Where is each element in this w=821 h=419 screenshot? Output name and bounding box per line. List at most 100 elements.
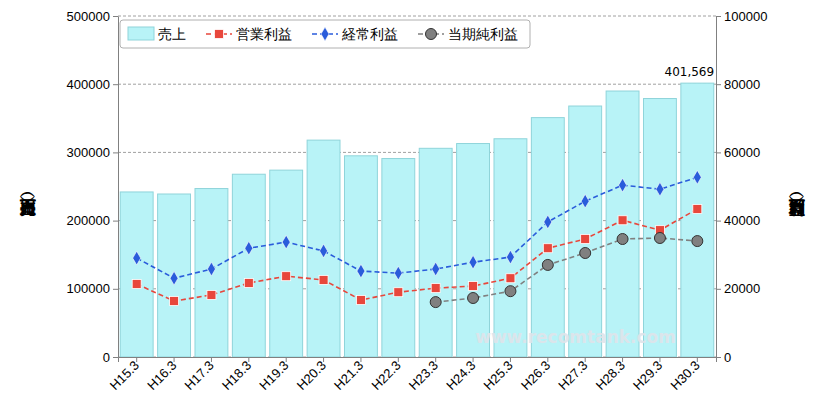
marker [468,293,479,304]
y-axis: 0100000200000300000400000500000 [67,9,119,365]
grid-line [118,84,716,85]
tick: H23.3 [406,357,441,393]
tick-mark [360,357,361,362]
tick-label: H18.3 [219,358,254,393]
marker [505,286,516,297]
tick: H30.3 [668,357,703,393]
marker [506,274,515,283]
marker [580,247,591,258]
tick-label: H28.3 [593,358,628,393]
tick: 100000 [67,281,118,296]
tick: H29.3 [630,357,665,393]
tick-mark [659,357,660,362]
tick-mark [697,357,698,362]
marker [133,251,141,265]
grid-line [118,16,716,17]
axis-title: 売上（百万円） [20,192,37,217]
tick-mark [211,357,212,362]
tick-label: 80000 [724,77,760,92]
marker [170,271,178,285]
axis-title: 利益（百万円） [789,192,806,217]
tick-mark [510,357,511,362]
tick: H26.3 [518,357,553,393]
marker [245,241,253,255]
marker [282,272,291,281]
tick: 20000 [716,281,760,296]
tick: 200000 [67,213,118,228]
bar [681,83,714,357]
tick: 500000 [67,9,118,24]
bar [232,174,265,357]
tick-label: H22.3 [369,358,404,393]
marker [619,178,627,192]
tick-label: 40000 [724,213,760,228]
tick-label: 500000 [67,9,110,24]
bar [494,139,527,357]
legend-item: 経常利益 [312,26,398,42]
marker [319,275,328,284]
marker [394,288,403,297]
tick-label: 400000 [67,77,110,92]
annotation: 401,569 [665,65,715,79]
tick-label: 60000 [724,145,760,160]
tick-label: H23.3 [406,358,441,393]
bar [195,189,228,357]
tick-label: H15.3 [107,358,142,393]
legend-item: 当期純利益 [418,26,518,42]
tick-label: H17.3 [182,358,217,393]
tick-mark [113,152,118,153]
tick-label: H26.3 [518,358,553,393]
tick-mark [113,357,118,358]
tick-mark [473,357,474,362]
tick-label: H29.3 [630,358,665,393]
tick-label: H30.3 [668,358,703,393]
marker [132,280,141,289]
marker [542,259,553,270]
marker [356,296,365,305]
watermark: www.recomtank.com [475,327,676,347]
legend-label: 経常利益 [341,26,398,42]
line [137,177,698,278]
tick: H22.3 [369,357,404,393]
tick-label: 100000 [67,281,110,296]
grid [118,16,716,357]
legend-item: 営業利益 [206,26,292,42]
tick-mark [547,357,548,362]
marker [654,232,665,243]
tick-label: 0 [103,350,110,365]
tick: 60000 [716,145,760,160]
bar [158,194,191,357]
tick-mark [716,357,721,358]
tick-mark [622,357,623,362]
tick-mark [113,289,118,290]
tick-mark [136,357,137,362]
tick-mark [113,16,118,17]
tick-label: H21.3 [331,358,366,393]
legend-swatch [128,27,154,40]
tick-mark [398,357,399,362]
legend-marker [426,29,437,40]
axis-line [716,17,717,358]
tick-mark [585,357,586,362]
bar [419,148,452,357]
tick: H28.3 [593,357,628,393]
tick-label: H16.3 [144,358,179,393]
bar [270,170,303,357]
tick: H15.3 [107,357,142,393]
y2-axis: 020000400006000080000100000 [716,9,767,365]
marker [320,244,328,258]
marker [543,244,552,253]
tick-mark [716,289,721,290]
tick: H18.3 [219,357,254,393]
legend-box [120,20,530,48]
tick: 80000 [716,77,760,92]
tick: H19.3 [256,357,291,393]
tick-mark [174,357,175,362]
legend: 売上営業利益経常利益当期純利益 [120,20,530,48]
bar [344,156,377,357]
tick-mark [716,84,721,85]
marker [170,297,179,306]
tick: H16.3 [144,357,179,393]
axis-line [118,17,119,358]
marker [692,236,703,247]
